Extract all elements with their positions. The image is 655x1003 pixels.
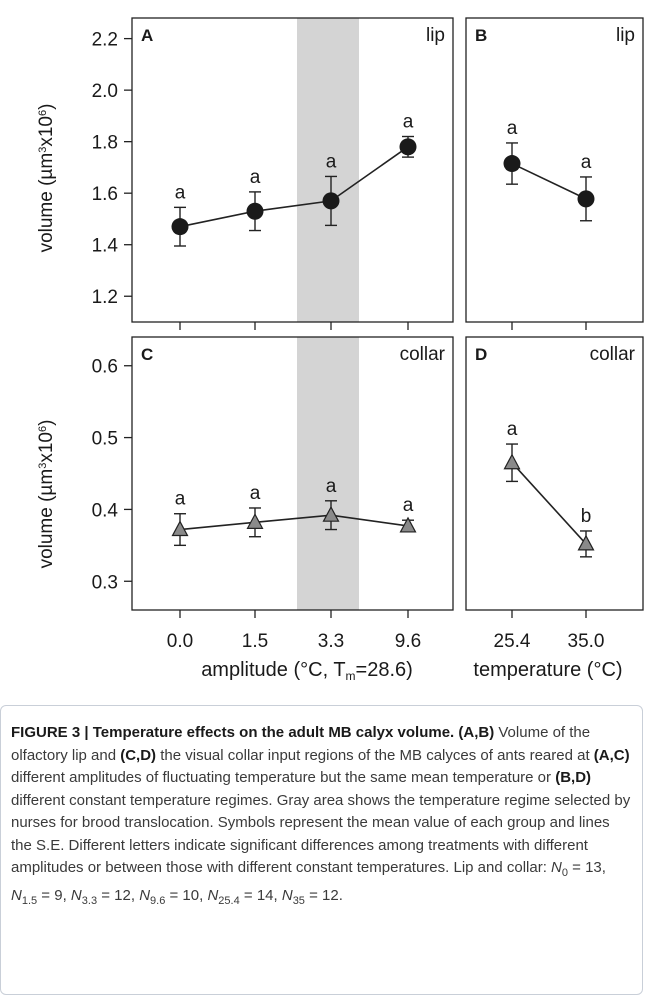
shaded-region-c [297,337,359,610]
shaded-region-a [297,18,359,322]
y-tick-label-a: 1.4 [92,236,119,257]
corner-label-d: collar [590,344,636,365]
caption-title: Figure 3 | Temperature effects on the ad… [11,724,495,741]
data-point-c [322,505,340,522]
series-line-c [179,514,409,531]
y-tick-label-a: 1.2 [92,287,118,308]
corner-label-a: lip [426,25,445,46]
x-tick-label-c: 1.5 [242,631,268,652]
y-tick-label-c: 0.6 [92,357,118,378]
series-line-d [511,462,587,545]
sig-letter-c: a [326,476,337,497]
data-point-d [577,534,595,551]
panel-frame-c [131,336,454,611]
y-tick-label-c: 0.5 [92,429,118,450]
panel-label-c: C [141,345,153,364]
x-tick-label-d: 25.4 [494,631,531,652]
sig-letter-a: a [175,182,186,203]
data-point-c [246,513,264,529]
sig-letter-a: a [250,167,261,188]
x-tick-label-c: 9.6 [395,631,421,652]
sig-letter-c: a [403,495,414,516]
y-axis-label-top: volume (µm3x106) [36,104,57,253]
y-tick-label-a: 2.2 [92,30,118,51]
x-tick-label-c: 3.3 [318,631,344,652]
x-tick-label-c: 0.0 [167,631,193,652]
sig-letter-c: a [250,483,261,504]
data-point-a [399,138,417,156]
y-tick-label-c: 0.4 [92,500,119,521]
sig-letter-a: a [326,151,337,172]
x-tick-label-d: 35.0 [568,631,605,652]
y-tick-label-a: 1.8 [92,133,118,154]
data-point-c [171,520,189,537]
figure-3-chart: volume (µm3x106) volume (µm3x106) amplit… [36,17,644,683]
data-point-a [246,202,264,220]
sig-letter-d: b [581,506,592,527]
sig-letter-b: a [581,152,592,173]
data-point-b [503,155,521,173]
y-axis-label-bottom: volume (µm3x106) [36,420,57,569]
sig-letter-b: a [507,118,518,139]
data-point-a [171,218,189,236]
sig-letter-d: a [507,419,518,440]
series-line-b [511,162,587,200]
data-point-b [577,190,595,208]
caption-body: Volume of the olfactory lip and (C,D) th… [11,724,631,876]
caption-sample-sizes: N0 = 13, N1.5 = 9, N3.3 = 12, N9.6 = 10,… [11,859,606,907]
data-point-c [399,516,417,533]
panel-frame-d [465,336,644,611]
data-point-a [322,192,340,210]
sig-letter-c: a [175,489,186,510]
panel-label-b: B [475,26,487,45]
figure-caption: Figure 3 | Temperature effects on the ad… [0,705,643,995]
panel-frame-a [131,17,454,323]
panel-frame-b [465,17,644,323]
sig-letter-a: a [403,112,414,133]
x-axis-label-amplitude: amplitude (°C, Tm=28.6) [201,659,413,683]
panel-label-d: D [475,345,487,364]
corner-label-b: lip [616,25,635,46]
y-tick-label-a: 2.0 [92,81,118,102]
series-line-a [179,146,409,228]
y-tick-label-c: 0.3 [92,572,118,593]
x-axis-label-temperature: temperature (°C) [473,659,622,681]
corner-label-c: collar [400,344,446,365]
panel-label-a: A [141,26,153,45]
data-point-d [503,453,521,470]
y-tick-label-a: 1.6 [92,184,118,205]
